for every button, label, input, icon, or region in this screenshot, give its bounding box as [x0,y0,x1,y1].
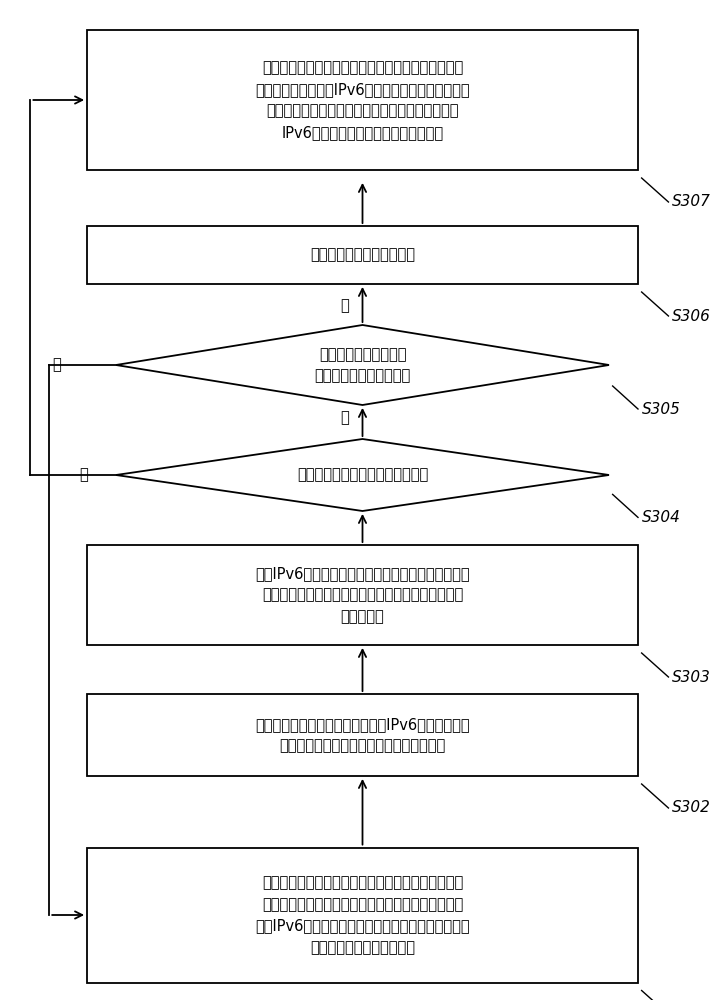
Text: 否: 否 [52,358,61,372]
Text: 否: 否 [79,468,88,483]
Text: 获取所述流标签域中的第一个流标记，将第一个流标
记所对应的节点地址作为下一跳的目的地址，并确定
所述IPv6格式的数据包转发到所述下一跳的目的地址
所需要使用的: 获取所述流标签域中的第一个流标记，将第一个流标 记所对应的节点地址作为下一跳的目… [255,875,470,955]
FancyBboxPatch shape [87,847,638,982]
Polygon shape [116,439,609,511]
FancyBboxPatch shape [87,30,638,170]
Text: 确定已经到达所述目的地址: 确定已经到达所述目的地址 [310,247,415,262]
Text: 判断所述流标签域中的值是否为空: 判断所述流标签域中的值是否为空 [297,468,428,483]
Text: S305: S305 [642,401,681,416]
Text: S306: S306 [672,309,711,324]
FancyBboxPatch shape [87,694,638,776]
FancyBboxPatch shape [87,545,638,645]
Text: 判断当前路由器的地址
是否与所述目的地址相同: 判断当前路由器的地址 是否与所述目的地址相同 [315,347,410,383]
Polygon shape [116,325,609,405]
Text: 根据保存的预设数据流量类型与路径转发策略的对应
关联关系，确定所述IPv6格式的数据包所对应的路径
转发策略，并根据所确定的路径转发策略，将所述
IPv6格式的: 根据保存的预设数据流量类型与路径转发策略的对应 关联关系，确定所述IPv6格式的… [255,60,470,140]
Text: 按照确定的路径转发策略，将所述IPv6格式的数据包
从当前路由器转发到所述下一跳的目的地址: 按照确定的路径转发策略，将所述IPv6格式的数据包 从当前路由器转发到所述下一跳… [255,717,470,753]
FancyBboxPatch shape [87,226,638,284]
Text: S303: S303 [672,670,711,684]
Text: 所述IPv6格式的数据包到达所述下一跳的目的地址后
将所述下一跳的目的地址所对应的流标记从所述流标
签域中删除: 所述IPv6格式的数据包到达所述下一跳的目的地址后 将所述下一跳的目的地址所对应… [255,566,470,624]
Text: S304: S304 [642,510,681,525]
Text: S302: S302 [672,800,711,816]
Text: 是: 是 [340,298,349,314]
Text: S307: S307 [672,194,711,210]
Text: 是: 是 [340,410,349,426]
